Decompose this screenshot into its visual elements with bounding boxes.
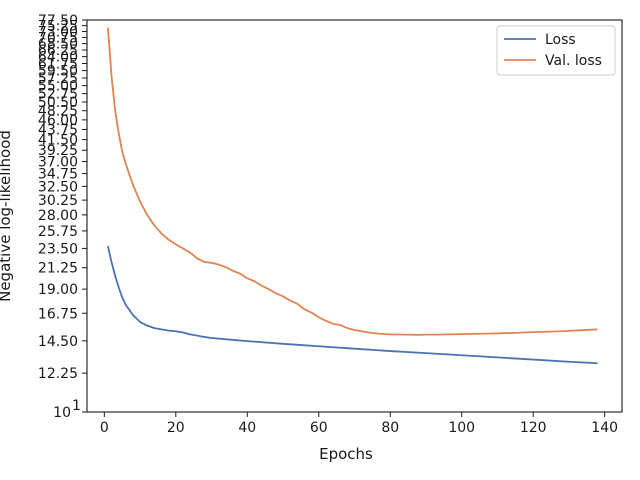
y-tick-label: 39.25 (38, 143, 78, 159)
y-tick-label: 16.75 (38, 306, 78, 322)
y-tick-label: 23.50 (38, 241, 78, 257)
y-tick-label: 43.75 (38, 122, 78, 138)
x-tick-label: 0 (100, 420, 109, 436)
x-tick-label: 140 (591, 420, 618, 436)
legend: Loss Val. loss (496, 25, 616, 76)
y-tick-label: 77.50 (38, 13, 78, 29)
x-axis-ticks: 0 20 40 60 80 100 120 140 (100, 412, 618, 436)
y-tick-label: 32.50 (38, 179, 78, 195)
y-tick-label: 37.00 (38, 155, 78, 171)
y-tick-label: 12.25 (38, 366, 78, 382)
x-tick-label: 100 (448, 420, 475, 436)
x-tick-label: 120 (520, 420, 547, 436)
y-axis-ticks: 12.25 14.50 16.75 19.00 21.25 23.5025.7528.00… (38, 13, 87, 421)
y-tick-label: 25.75 (38, 224, 78, 240)
y-tick-label: 48.25 (38, 104, 78, 120)
plot-frame (86, 19, 623, 413)
y-tick-label: 41.50 (38, 133, 78, 149)
y-tick-label: 14.50 (38, 334, 78, 350)
x-tick-label: 60 (310, 420, 328, 436)
x-axis-title: Epochs (319, 445, 373, 463)
y-tick-label: 21.25 (38, 261, 78, 277)
series-line-loss (107, 245, 598, 365)
y-tick-label: 64.00 (38, 50, 78, 66)
x-tick-label: 80 (381, 420, 399, 436)
y-tick-label-decade-base: 10 (53, 405, 71, 421)
y-tick-label: 75.25 (38, 19, 78, 35)
legend-label-loss: Loss (545, 32, 576, 48)
y-tick-label: 19.00 (38, 282, 78, 298)
y-tick-label: 66.25 (38, 43, 78, 59)
y-tick-label: 34.75 (38, 167, 78, 183)
series-line-val-loss (107, 27, 598, 336)
x-tick-label: 20 (167, 420, 185, 436)
x-tick-label: 40 (238, 420, 256, 436)
legend-label-val-loss: Val. loss (545, 53, 602, 69)
y-tick-label-decade-exponent: 1 (72, 398, 81, 414)
y-tick-label: 57.25 (38, 71, 78, 87)
y-tick-label: 73.00 (38, 24, 78, 40)
y-axis-title: Negative log-likelihood (0, 130, 14, 302)
y-tick-label: 52.75 (38, 87, 78, 103)
y-tick-label: 30.25 (38, 193, 78, 209)
y-tick-label: 70.75 (38, 30, 78, 46)
y-tick-label: 68.50 (38, 37, 78, 53)
y-tick-label: 46.00 (38, 113, 78, 129)
y-tick-label: 61.75 (38, 56, 78, 72)
y-tick-label: 50.50 (38, 95, 78, 111)
y-tick-label: 55.00 (38, 79, 78, 95)
plot-area (107, 27, 598, 365)
y-tick-label: 28.00 (38, 208, 78, 224)
y-tick-label: 59.50 (38, 64, 78, 80)
